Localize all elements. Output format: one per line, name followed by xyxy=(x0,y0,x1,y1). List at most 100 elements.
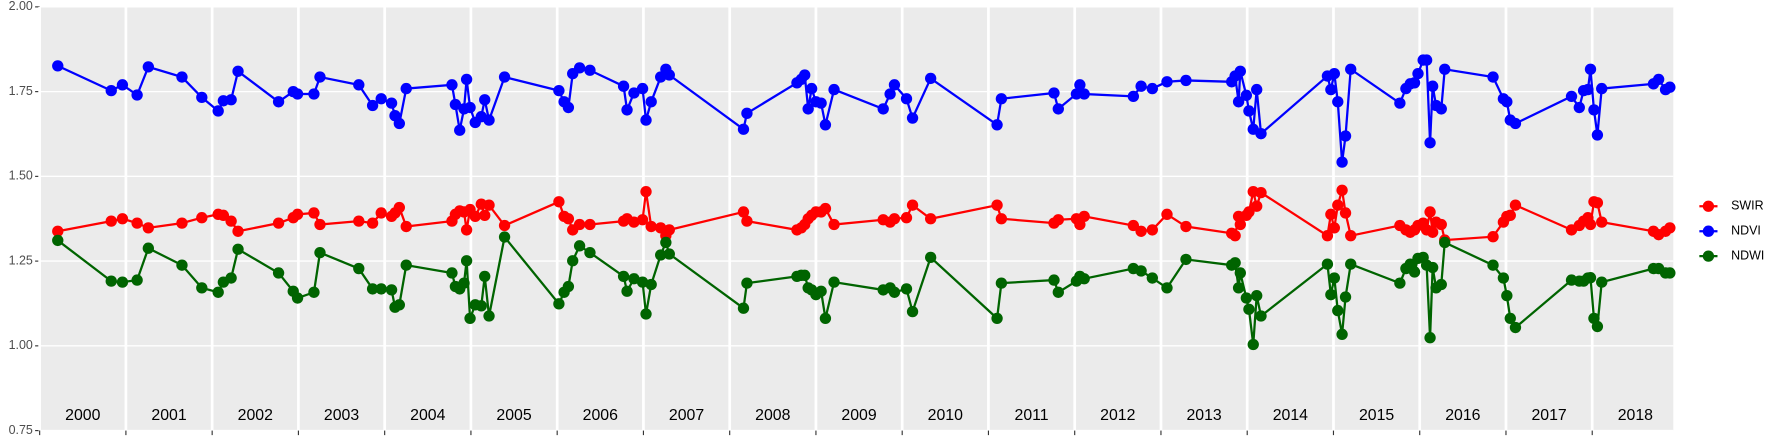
point xyxy=(1435,103,1447,115)
point xyxy=(1161,76,1173,88)
point xyxy=(131,217,143,229)
point xyxy=(1336,156,1348,168)
point xyxy=(737,302,750,314)
point xyxy=(888,286,901,298)
year-label: 2003 xyxy=(324,407,359,424)
year-label: 2016 xyxy=(1445,407,1480,424)
point xyxy=(393,117,405,130)
year-label: 2007 xyxy=(669,407,704,424)
point xyxy=(1439,236,1451,249)
point xyxy=(400,82,412,95)
point xyxy=(1251,83,1263,96)
point xyxy=(640,114,652,126)
point xyxy=(1078,88,1090,100)
point xyxy=(498,219,511,232)
point xyxy=(995,213,1008,225)
point xyxy=(366,283,379,295)
point xyxy=(628,216,640,228)
point xyxy=(212,286,224,298)
point xyxy=(645,220,657,233)
year-label: 2010 xyxy=(928,407,963,424)
point xyxy=(272,267,285,279)
point xyxy=(562,280,575,293)
point xyxy=(308,286,320,298)
point xyxy=(1487,71,1499,83)
point xyxy=(142,222,154,234)
point xyxy=(655,249,667,261)
point xyxy=(1336,184,1348,196)
y-tick-label: 1.75 xyxy=(9,84,33,98)
point xyxy=(628,273,640,285)
point xyxy=(131,274,143,286)
point xyxy=(636,276,649,288)
year-label: 2004 xyxy=(410,407,445,424)
legend-label: NDWI xyxy=(1731,248,1764,262)
point xyxy=(1180,74,1192,87)
point xyxy=(995,277,1008,289)
point xyxy=(375,207,387,219)
point xyxy=(1591,197,1604,209)
point xyxy=(217,209,230,222)
year-label: 2017 xyxy=(1531,407,1566,424)
point xyxy=(1584,63,1597,75)
point xyxy=(1251,200,1263,212)
point xyxy=(1234,65,1246,77)
year-label: 2014 xyxy=(1273,407,1308,424)
point xyxy=(1232,96,1245,108)
point xyxy=(1161,208,1173,220)
point xyxy=(584,218,596,231)
point xyxy=(584,64,596,76)
point xyxy=(1048,87,1060,99)
point xyxy=(1588,104,1600,116)
point xyxy=(196,282,208,294)
point xyxy=(1135,265,1147,277)
year-label: 2015 xyxy=(1359,407,1394,424)
point xyxy=(1664,81,1676,93)
point xyxy=(1332,304,1344,317)
point xyxy=(1321,230,1334,242)
point xyxy=(308,88,320,100)
point xyxy=(663,224,675,236)
y-tick-label: 0.75 xyxy=(9,423,33,437)
point xyxy=(573,218,586,231)
point xyxy=(1146,82,1158,95)
point xyxy=(105,84,117,97)
year-label: 2012 xyxy=(1100,407,1135,424)
point xyxy=(573,62,586,74)
point xyxy=(232,225,244,237)
point xyxy=(232,65,244,77)
point xyxy=(1135,225,1147,237)
point xyxy=(131,89,143,101)
point xyxy=(640,185,652,198)
point xyxy=(906,199,919,211)
point xyxy=(105,215,117,227)
point xyxy=(196,212,208,224)
point xyxy=(553,298,565,310)
point xyxy=(1501,290,1513,302)
point xyxy=(900,212,913,224)
point xyxy=(1243,206,1255,218)
point xyxy=(1339,291,1352,303)
point xyxy=(366,99,379,112)
year-label: 2006 xyxy=(583,407,618,424)
point xyxy=(737,206,750,218)
point xyxy=(1332,199,1344,211)
point xyxy=(314,246,326,259)
point xyxy=(449,98,462,111)
point xyxy=(567,255,579,267)
point xyxy=(1339,130,1352,142)
year-label: 2002 xyxy=(238,407,273,424)
point xyxy=(562,101,575,114)
point xyxy=(1596,216,1608,228)
point xyxy=(663,248,675,260)
point xyxy=(1321,258,1334,270)
point xyxy=(991,119,1003,131)
point xyxy=(400,259,412,271)
point xyxy=(1426,80,1439,92)
point xyxy=(1420,54,1433,66)
point xyxy=(1394,97,1406,109)
point xyxy=(1424,206,1436,218)
point xyxy=(291,88,304,100)
point xyxy=(573,240,586,252)
